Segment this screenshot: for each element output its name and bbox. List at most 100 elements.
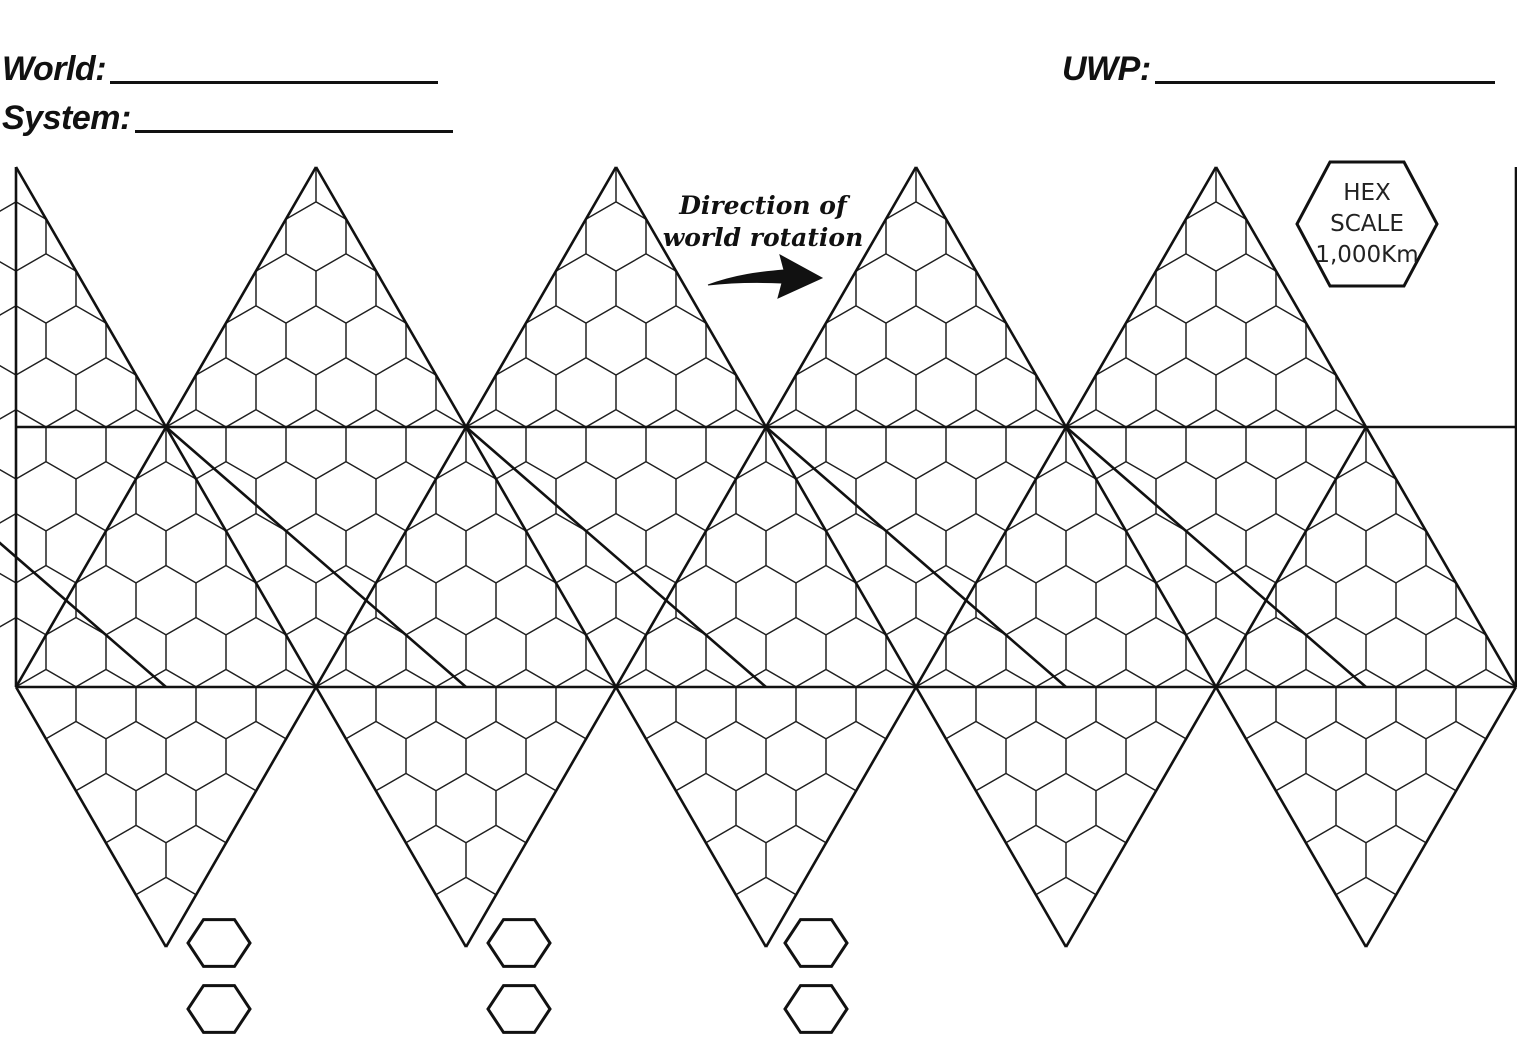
uwp-entry-line[interactable]	[1154, 81, 1495, 84]
south-face-edge	[614, 686, 768, 948]
map-hex	[1455, 167, 1516, 220]
hex-scale-line3: 1,000Km	[1315, 242, 1418, 268]
map-hex	[585, 928, 647, 947]
map-hex	[975, 668, 1037, 740]
map-hex	[1365, 928, 1427, 947]
spare-hex[interactable]	[486, 918, 552, 968]
map-hex	[675, 356, 737, 428]
map-hex	[435, 253, 497, 324]
map-hex	[1305, 512, 1367, 584]
map-hex	[1125, 928, 1187, 947]
north-face-edge	[614, 166, 768, 428]
map-hex	[225, 408, 287, 480]
map-hex	[1335, 668, 1397, 740]
band-face-edge	[1214, 426, 1368, 688]
map-hex	[945, 167, 1007, 168]
map-hex	[0, 824, 47, 896]
map-hex	[345, 305, 407, 376]
map-hex	[1065, 928, 1127, 947]
map-hex	[885, 305, 947, 376]
map-hex	[645, 305, 707, 376]
map-hex	[615, 876, 677, 947]
map-hex	[1095, 167, 1157, 220]
map-hex	[1035, 167, 1097, 220]
map-hex	[435, 772, 497, 844]
spare-hex[interactable]	[783, 918, 849, 968]
map-hex	[135, 668, 197, 740]
system-entry-line[interactable]	[134, 130, 453, 133]
map-hex	[825, 167, 887, 168]
map-hex	[675, 564, 737, 636]
map-hex	[345, 824, 407, 896]
map-hex	[1365, 167, 1427, 168]
map-hex	[1215, 460, 1277, 532]
map-hex	[825, 408, 887, 480]
map-hex	[45, 928, 107, 947]
map-hex	[135, 167, 197, 220]
map-hex	[255, 460, 317, 532]
map-hex	[495, 668, 557, 740]
map-hex	[1485, 824, 1516, 896]
map-hex	[285, 408, 347, 480]
band-face-edge	[0, 541, 167, 688]
map-hex	[0, 876, 17, 947]
south-face-edge	[464, 686, 618, 948]
map-hex	[705, 720, 767, 792]
map-hex	[945, 305, 1007, 376]
map-hex	[0, 928, 47, 947]
map-hex	[1425, 928, 1487, 947]
map-hex	[555, 876, 617, 947]
map-hex	[1035, 668, 1097, 740]
map-hex	[1036, 981, 1096, 1037]
map-hex	[615, 253, 677, 324]
map-hex	[1335, 772, 1397, 844]
map-hex	[105, 512, 167, 584]
south-face-edge	[1364, 686, 1517, 948]
map-hex	[165, 720, 227, 792]
map-hex	[1276, 981, 1336, 1037]
spare-hex[interactable]	[186, 918, 252, 968]
map-hex	[885, 928, 947, 947]
spare-hex[interactable]	[486, 984, 552, 1034]
map-hex	[465, 616, 527, 688]
map-hex	[405, 928, 467, 947]
map-hex	[0, 201, 47, 272]
world-entry-line[interactable]	[110, 81, 439, 84]
map-hex	[1005, 616, 1067, 688]
map-hex	[1425, 616, 1487, 688]
map-hex	[675, 876, 737, 947]
map-hex	[645, 408, 707, 480]
band-face-edge	[14, 426, 168, 688]
map-hex	[1005, 720, 1067, 792]
map-hex	[1185, 720, 1247, 792]
map-hex	[195, 167, 257, 220]
map-hex	[1005, 201, 1067, 272]
map-hex	[1456, 981, 1516, 1037]
north-face-edge	[1214, 166, 1368, 428]
spare-hex[interactable]	[186, 984, 252, 1034]
map-hex	[1035, 253, 1097, 324]
map-hex	[525, 824, 587, 896]
map-hex	[885, 824, 947, 896]
map-hex	[1215, 253, 1277, 324]
map-hex	[1395, 668, 1457, 740]
map-hex	[585, 408, 647, 480]
map-hex	[315, 356, 377, 428]
band-face-edge	[1064, 426, 1218, 688]
map-hex	[555, 253, 617, 324]
system-label: System:	[2, 99, 131, 137]
map-hex	[885, 408, 947, 480]
map-hex	[1335, 460, 1397, 532]
map-hex	[735, 460, 797, 532]
map-hex	[0, 253, 17, 324]
map-hex	[1185, 408, 1247, 480]
map-hex	[315, 876, 377, 947]
uwp-label: UWP:	[1062, 50, 1151, 88]
map-hex	[765, 167, 827, 168]
map-hex	[376, 981, 436, 1037]
map-hex	[315, 772, 377, 844]
map-hex	[105, 720, 167, 792]
spare-hex[interactable]	[783, 984, 849, 1034]
south-face-edge	[314, 686, 468, 948]
map-hex	[585, 305, 647, 376]
